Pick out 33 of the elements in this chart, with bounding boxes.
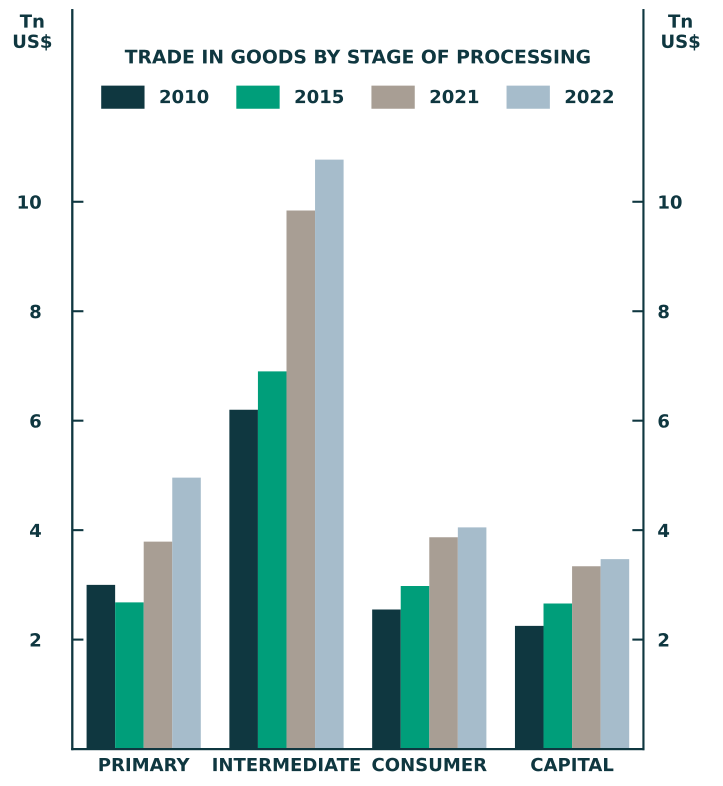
bar bbox=[429, 537, 458, 750]
x-tick-label: INTERMEDIATE bbox=[213, 758, 360, 772]
bar bbox=[572, 566, 601, 750]
y-tick-label: 2 bbox=[30, 633, 40, 646]
y-tick-label: 6 bbox=[30, 414, 41, 428]
legend-label: 2022 bbox=[566, 90, 613, 104]
bar bbox=[115, 602, 144, 750]
bar bbox=[458, 527, 486, 750]
x-tick-label: PRIMARY bbox=[99, 758, 190, 772]
bar bbox=[286, 210, 316, 750]
bar bbox=[172, 478, 201, 750]
y2-tick-label: 2 bbox=[658, 633, 668, 646]
bar bbox=[144, 542, 172, 750]
bar bbox=[544, 603, 572, 750]
legend-label: 2015 bbox=[296, 90, 344, 104]
y2-tick-label: 8 bbox=[658, 304, 669, 318]
y2-tick-label: 4 bbox=[658, 524, 670, 537]
y-tick-label: 8 bbox=[30, 304, 41, 318]
x-tick-label: CONSUMER bbox=[372, 758, 487, 772]
x-tick-label: CAPITAL bbox=[531, 758, 614, 772]
y-tick-label: 4 bbox=[30, 524, 41, 537]
legend-label: 2010 bbox=[160, 90, 208, 104]
legend-label: 2021 bbox=[430, 90, 478, 104]
bar bbox=[258, 371, 286, 750]
y2-tick-label: 6 bbox=[658, 414, 669, 428]
bar bbox=[400, 586, 430, 750]
bar bbox=[600, 559, 630, 750]
y2-axis-title: Tn US$ bbox=[662, 14, 700, 51]
text: TRADE IN GOODS BY STAGE OF PROCESSING bbox=[124, 50, 590, 64]
y-tick-label: 10 bbox=[18, 195, 41, 209]
bar bbox=[315, 160, 344, 750]
y2-tick-label: 10 bbox=[659, 195, 682, 209]
y-axis-title: Tn US$ bbox=[14, 14, 52, 51]
